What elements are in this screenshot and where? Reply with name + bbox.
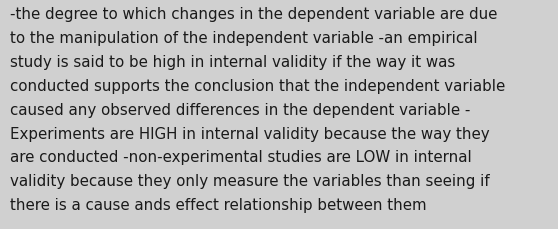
Text: -the degree to which changes in the dependent variable are due: -the degree to which changes in the depe…	[10, 7, 497, 22]
Text: are conducted -non-experimental studies are LOW in internal: are conducted -non-experimental studies …	[10, 150, 472, 165]
Text: conducted supports the conclusion that the independent variable: conducted supports the conclusion that t…	[10, 78, 506, 93]
Text: there is a cause ands effect relationship between them: there is a cause ands effect relationshi…	[10, 197, 427, 212]
Text: caused any observed differences in the dependent variable -: caused any observed differences in the d…	[10, 102, 470, 117]
Text: study is said to be high in internal validity if the way it was: study is said to be high in internal val…	[10, 55, 455, 69]
Text: Experiments are HIGH in internal validity because the way they: Experiments are HIGH in internal validit…	[10, 126, 490, 141]
Text: validity because they only measure the variables than seeing if: validity because they only measure the v…	[10, 174, 490, 188]
Text: to the manipulation of the independent variable -an empirical: to the manipulation of the independent v…	[10, 31, 478, 46]
